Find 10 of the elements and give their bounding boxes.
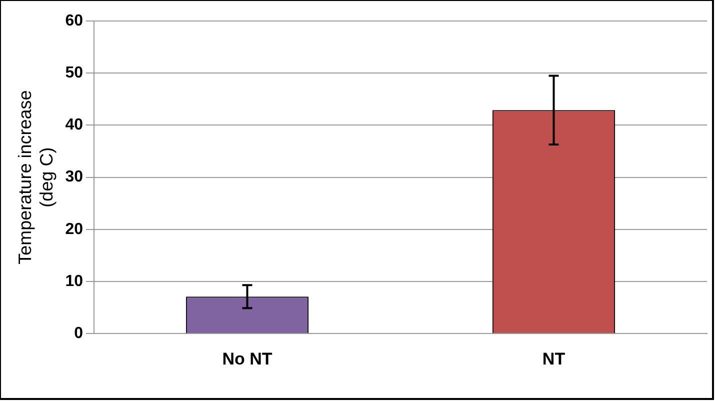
y-axis-title: Temperature increase (deg C) — [14, 90, 56, 264]
y-tick-label: 30 — [65, 168, 84, 186]
y-tick-label: 60 — [65, 12, 84, 30]
x-tick-label: NT — [542, 349, 566, 368]
y-tick-label: 10 — [65, 272, 84, 290]
y-tick-label: 0 — [74, 325, 84, 342]
y-tick-label: 20 — [65, 220, 84, 238]
y-tick-label: 40 — [65, 116, 84, 134]
y-tick-label: 50 — [65, 64, 84, 82]
x-tick-label: No NT — [222, 349, 273, 368]
